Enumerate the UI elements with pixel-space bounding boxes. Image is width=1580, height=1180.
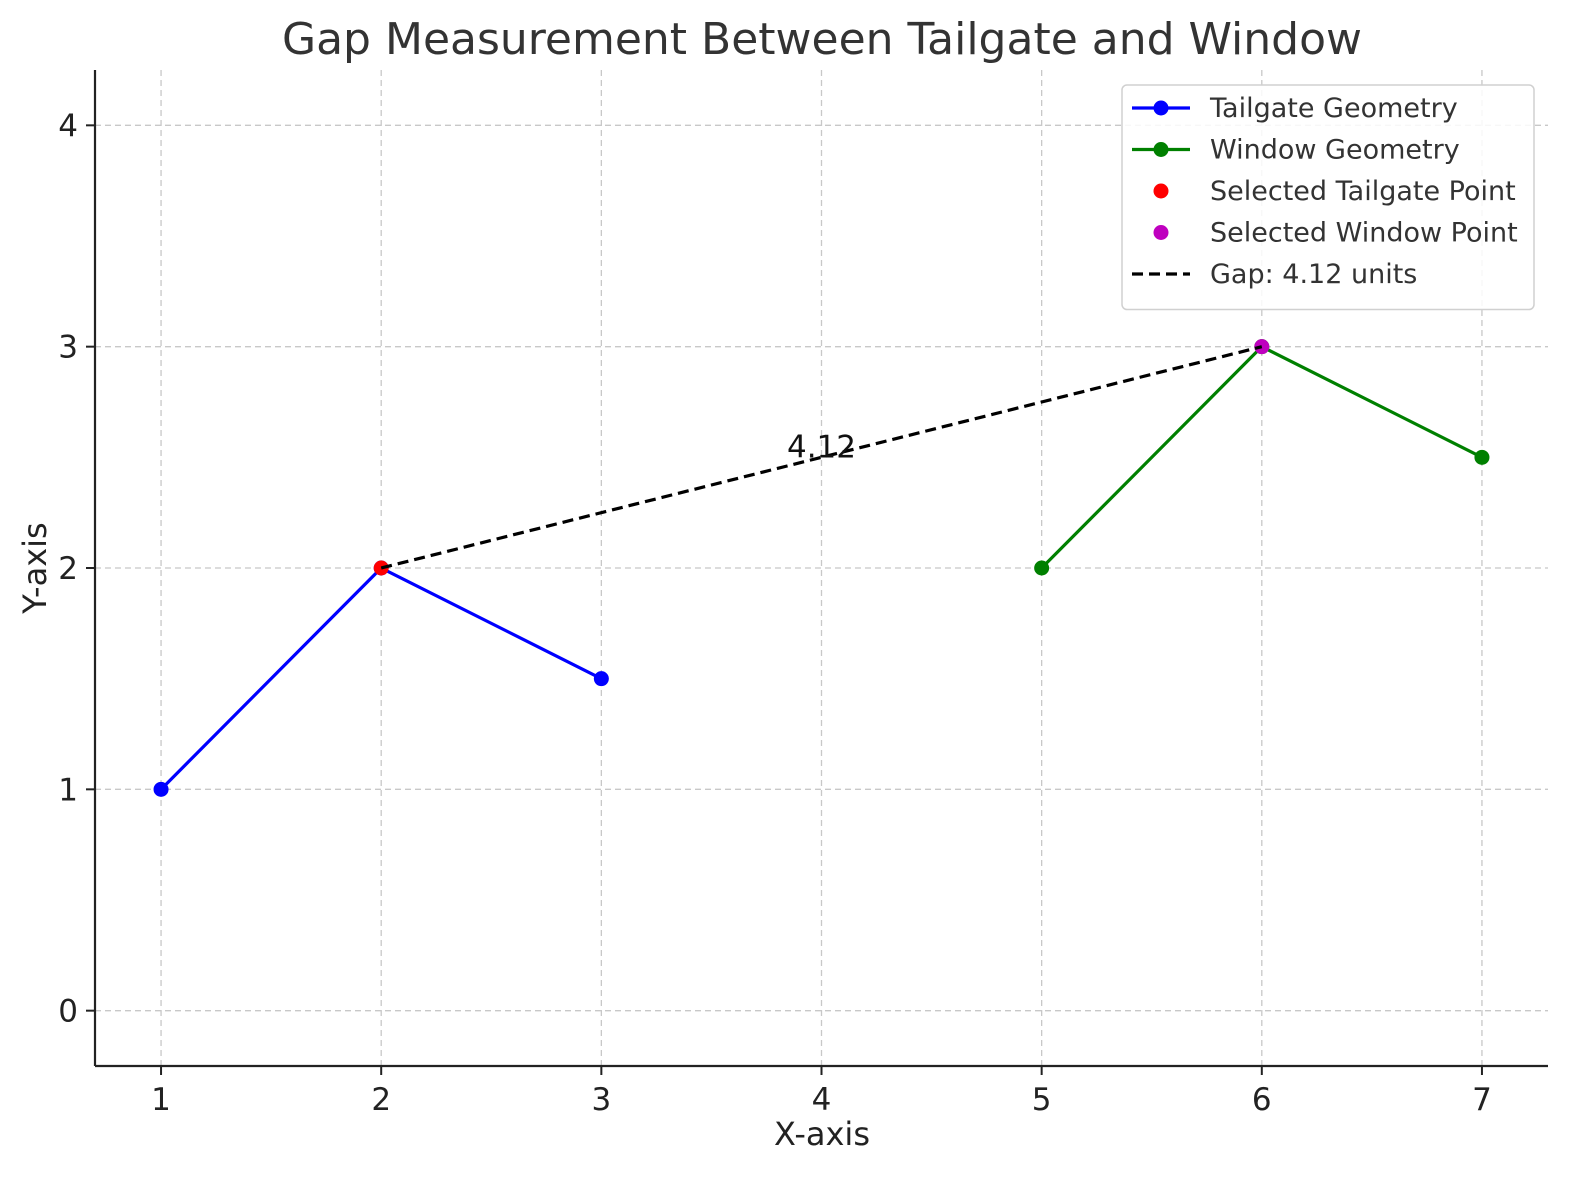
gap-4-12-units-line xyxy=(380,345,1263,570)
legend-marker-handle xyxy=(1153,100,1169,116)
y-tick-label: 3 xyxy=(58,330,78,366)
y-tick-label: 2 xyxy=(58,551,78,587)
tailgate-geometry-point xyxy=(153,781,169,797)
legend-marker-handle xyxy=(1153,142,1169,157)
legend-entry-label: Selected Tailgate Point xyxy=(1210,176,1516,207)
window-geometry-point xyxy=(1474,449,1490,465)
gap-annotation: 4.12 xyxy=(787,429,856,465)
x-tick-label: 7 xyxy=(1472,1082,1492,1118)
legend-box xyxy=(1121,84,1535,311)
window-geometry-point xyxy=(1034,560,1050,576)
y-tick-label: 0 xyxy=(58,994,78,1030)
tailgate-geometry-point xyxy=(593,671,609,687)
x-tick-label: 3 xyxy=(591,1082,611,1118)
axis-ticks: 1 2 3 4 5 6 7 0 1 2 3 4 xyxy=(58,108,1492,1118)
legend-marker-handle xyxy=(1153,183,1169,199)
y-tick-label: 4 xyxy=(58,108,78,144)
x-tick-label: 4 xyxy=(812,1082,832,1118)
legend-entry-label: Selected Window Point xyxy=(1210,218,1518,249)
x-tick-label: 1 xyxy=(151,1082,171,1118)
legend-marker-handle xyxy=(1153,225,1169,240)
y-axis-label: Y-axis xyxy=(16,522,54,614)
x-tick-label: 5 xyxy=(1032,1082,1052,1118)
x-tick-label: 2 xyxy=(371,1082,391,1118)
legend: Tailgate Geometry Window Geometry Selected… xyxy=(1121,84,1535,311)
x-tick-label: 6 xyxy=(1252,1082,1272,1118)
chart-title: Gap Measurement Between Tailgate and Win… xyxy=(282,14,1362,65)
plot-series: 4.12 xyxy=(153,339,1490,797)
legend-entry-label: Window Geometry xyxy=(1210,135,1460,166)
legend-entry-label: Tailgate Geometry xyxy=(1209,93,1458,124)
x-axis-label: X-axis xyxy=(774,1115,870,1153)
y-tick-label: 1 xyxy=(58,772,78,808)
legend-entry-label: Gap: 4.12 units xyxy=(1210,259,1417,290)
